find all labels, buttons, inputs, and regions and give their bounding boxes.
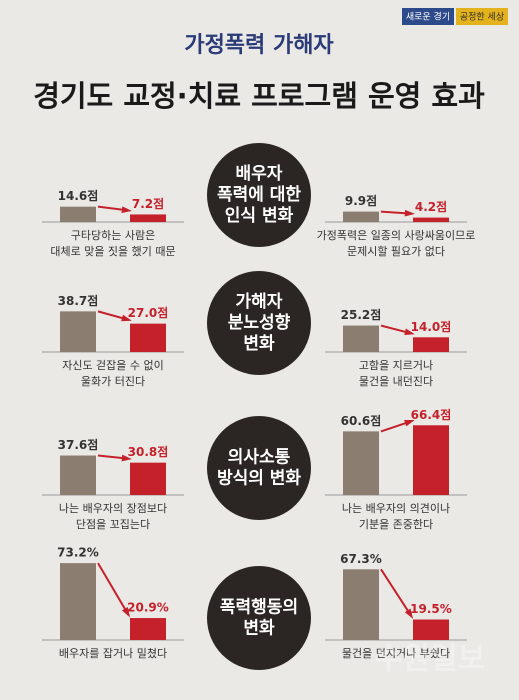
section-label: 변화 bbox=[243, 619, 275, 639]
section-label: 분노성향 bbox=[228, 312, 291, 333]
value-label: 60.6점 bbox=[341, 413, 382, 428]
section-circle bbox=[207, 271, 311, 375]
section-label: 인식 변화 bbox=[225, 206, 294, 226]
bar bbox=[130, 462, 166, 495]
section-label: 의사소통 bbox=[228, 448, 291, 468]
badge-bg bbox=[456, 8, 508, 25]
value-label: 38.7점 bbox=[58, 293, 99, 308]
arrow bbox=[97, 562, 129, 615]
caption: 자신도 걷잡을 수 없이 bbox=[62, 359, 164, 372]
bar bbox=[413, 425, 449, 495]
caption: 물건을 던지거나 부쉈다 bbox=[342, 647, 450, 660]
bar bbox=[60, 311, 96, 352]
watermark: 수원일보 bbox=[375, 642, 485, 677]
section-circle bbox=[207, 143, 311, 247]
value-label: 9.9점 bbox=[345, 193, 377, 208]
title: 경기도 교정·치료 프로그램 운영 효과 bbox=[33, 79, 485, 113]
caption: 가정폭력은 일종의 사랑싸움이므로 bbox=[317, 228, 476, 242]
section-label: 배우자 bbox=[236, 164, 283, 184]
value-label: 37.6점 bbox=[58, 437, 99, 452]
caption: 울화가 터진다 bbox=[81, 375, 145, 388]
value-label: 25.2점 bbox=[341, 307, 382, 322]
arrow-head bbox=[404, 608, 414, 619]
arrow-head bbox=[404, 209, 415, 217]
caption: 고함을 지르거나 bbox=[359, 359, 433, 372]
arrow-head bbox=[121, 206, 132, 214]
value-label: 7.2점 bbox=[132, 196, 164, 211]
arrow-head bbox=[404, 328, 415, 336]
bar bbox=[343, 569, 379, 640]
bar bbox=[413, 619, 449, 640]
value-label: 30.8점 bbox=[128, 444, 169, 459]
bar bbox=[130, 618, 166, 640]
bar bbox=[60, 455, 96, 495]
caption: 기분을 존중한다 bbox=[359, 518, 433, 531]
badge: 새로운 경기 bbox=[406, 11, 450, 23]
bar bbox=[130, 214, 166, 222]
caption: 단점을 꼬집는다 bbox=[76, 518, 150, 531]
value-label: 67.3% bbox=[340, 552, 382, 566]
arrow bbox=[380, 568, 412, 617]
title: 가정폭력 가해자 bbox=[184, 33, 334, 58]
section-circle bbox=[207, 416, 311, 520]
section-label: 가해자 bbox=[236, 292, 283, 312]
bar bbox=[60, 563, 96, 640]
caption: 물건을 내던진다 bbox=[359, 375, 433, 388]
value-label: 27.0점 bbox=[128, 305, 169, 320]
section-label: 폭력행동의 bbox=[220, 598, 298, 618]
arrow-head bbox=[404, 420, 415, 427]
value-label: 20.9% bbox=[127, 601, 169, 615]
caption: 배우자를 잡거나 밀쳤다 bbox=[59, 647, 167, 660]
value-label: 19.5% bbox=[410, 602, 452, 616]
section-label: 변화 bbox=[243, 334, 275, 354]
bar bbox=[130, 323, 166, 352]
value-label: 14.0점 bbox=[411, 319, 452, 334]
caption: 나는 배우자의 장점보다 bbox=[59, 502, 167, 515]
arrow-head bbox=[121, 607, 131, 618]
arrow-head bbox=[121, 314, 132, 322]
value-label: 66.4점 bbox=[411, 407, 452, 422]
value-label: 14.6점 bbox=[58, 188, 99, 203]
bar bbox=[343, 325, 379, 352]
arrow-head bbox=[121, 454, 132, 462]
badge: 공정한 세상 bbox=[460, 12, 504, 23]
section-label: 방식의 변화 bbox=[217, 469, 301, 489]
value-label: 4.2점 bbox=[415, 199, 447, 214]
section-circle bbox=[207, 566, 311, 670]
caption: 나는 배우자의 의견이나 bbox=[342, 502, 450, 515]
bar bbox=[413, 217, 449, 222]
caption: 대체로 맞을 짓을 했기 때문 bbox=[50, 245, 175, 258]
caption: 문제시할 필요가 없다 bbox=[347, 245, 445, 258]
badge-bg bbox=[402, 8, 454, 25]
bar bbox=[413, 337, 449, 352]
bar bbox=[343, 211, 379, 222]
caption: 구타당하는 사람은 bbox=[71, 228, 155, 242]
bar bbox=[60, 206, 96, 222]
value-label: 73.2% bbox=[57, 546, 99, 560]
bar bbox=[343, 431, 379, 495]
section-label: 폭력에 대한 bbox=[217, 185, 301, 205]
